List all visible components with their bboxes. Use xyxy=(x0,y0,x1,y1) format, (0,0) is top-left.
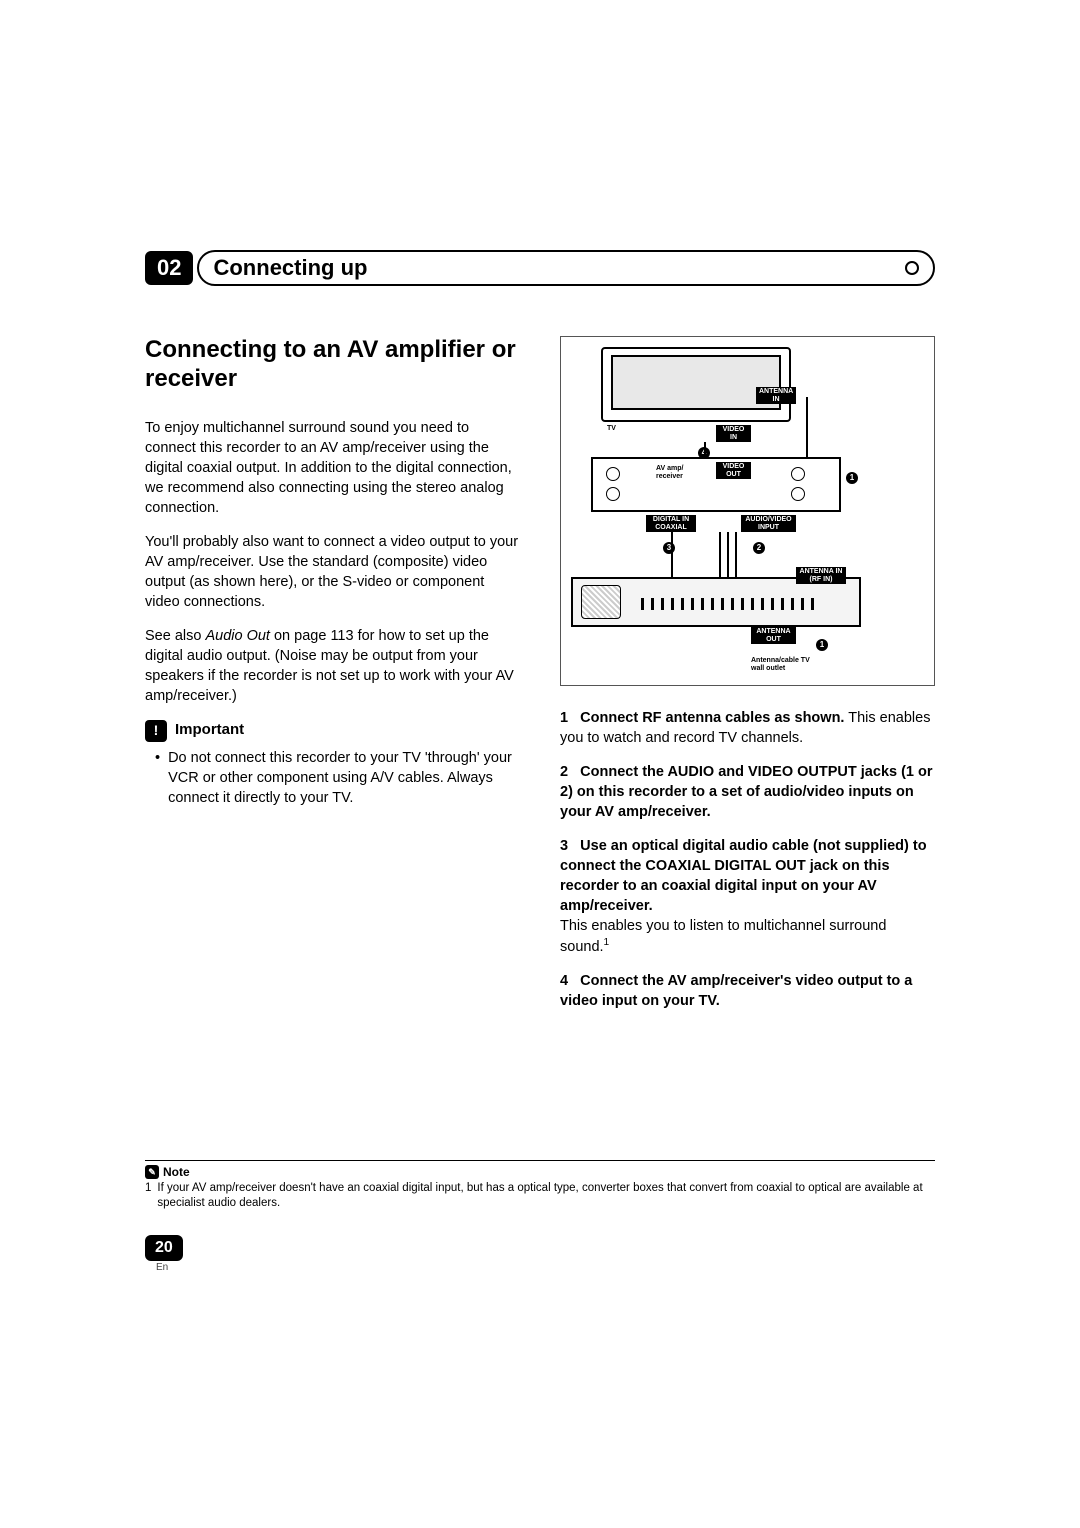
step-title: Connect the AUDIO and VIDEO OUTPUT jacks… xyxy=(560,764,933,820)
page-content: 02 Connecting up Connecting to an AV amp… xyxy=(145,250,935,1025)
wall-outlet-label: Antenna/cable TV wall outlet xyxy=(751,657,810,672)
step-title: Connect RF antenna cables as shown. xyxy=(580,710,844,726)
chapter-number: 02 xyxy=(145,251,193,285)
step-number: 1 xyxy=(560,710,568,726)
note-heading: ✎ Note xyxy=(145,1165,935,1179)
step-2: 2 Connect the AUDIO and VIDEO OUTPUT jac… xyxy=(560,762,935,822)
note-label: Note xyxy=(163,1165,190,1179)
important-heading: ! Important xyxy=(145,720,520,742)
step-number: 4 xyxy=(560,973,568,989)
step-4: 4 Connect the AV amp/receiver's video ou… xyxy=(560,971,935,1011)
note-text: If your AV amp/receiver doesn't have an … xyxy=(157,1181,935,1211)
audio-video-input-label: AUDIO/VIDEO INPUT xyxy=(741,515,796,532)
right-column: TV ANTENNA IN VIDEO IN 4 AV amp/ receive… xyxy=(560,336,935,1025)
note-number: 1 xyxy=(145,1181,151,1211)
digital-in-label: DIGITAL IN COAXIAL xyxy=(646,515,696,532)
tv-label: TV xyxy=(607,425,616,433)
step-title: Use an optical digital audio cable (not … xyxy=(560,838,927,914)
note-body: 1 If your AV amp/receiver doesn't have a… xyxy=(145,1181,935,1211)
video-in-label: VIDEO IN xyxy=(716,425,751,442)
bullet-item: Do not connect this recorder to your TV … xyxy=(145,748,520,808)
av-amp-label: AV amp/ receiver xyxy=(656,465,684,480)
text: See also xyxy=(145,628,205,644)
bullet-text: Do not connect this recorder to your TV … xyxy=(168,748,520,808)
connection-diagram: TV ANTENNA IN VIDEO IN 4 AV amp/ receive… xyxy=(560,336,935,686)
note-icon: ✎ xyxy=(145,1165,159,1179)
content-columns: Connecting to an AV amplifier or receive… xyxy=(145,336,935,1025)
warning-icon: ! xyxy=(145,720,167,742)
paragraph: To enjoy multichannel surround sound you… xyxy=(145,418,520,518)
antenna-in-label: ANTENNA IN xyxy=(756,387,796,404)
step-number: 3 xyxy=(560,838,568,854)
left-column: Connecting to an AV amplifier or receive… xyxy=(145,336,520,1025)
important-label: Important xyxy=(175,720,244,741)
video-out-label: VIDEO OUT xyxy=(716,462,751,479)
paragraph: You'll probably also want to connect a v… xyxy=(145,532,520,612)
page-number: 20 xyxy=(145,1235,183,1261)
page-language: En xyxy=(156,1262,168,1273)
step-1: 1 Connect RF antenna cables as shown. Th… xyxy=(560,708,935,748)
callout-3: 3 xyxy=(663,542,675,554)
callout-1b: 1 xyxy=(816,639,828,651)
footnote-ref: 1 xyxy=(604,937,610,948)
reference-italic: Audio Out xyxy=(205,628,270,644)
chapter-bar: 02 Connecting up xyxy=(145,250,935,286)
step-title: Connect the AV amp/receiver's video outp… xyxy=(560,973,912,1009)
callout-1: 1 xyxy=(846,472,858,484)
antenna-rf-in-label: ANTENNA IN (RF IN) xyxy=(796,567,846,584)
antenna-out-label: ANTENNA OUT xyxy=(751,627,796,644)
step-3: 3 Use an optical digital audio cable (no… xyxy=(560,836,935,957)
paragraph: See also Audio Out on page 113 for how t… xyxy=(145,626,520,706)
note-section: ✎ Note 1 If your AV amp/receiver doesn't… xyxy=(145,1160,935,1211)
chapter-title: Connecting up xyxy=(197,250,935,286)
section-heading: Connecting to an AV amplifier or receive… xyxy=(145,336,520,394)
callout-2: 2 xyxy=(753,542,765,554)
step-number: 2 xyxy=(560,764,568,780)
